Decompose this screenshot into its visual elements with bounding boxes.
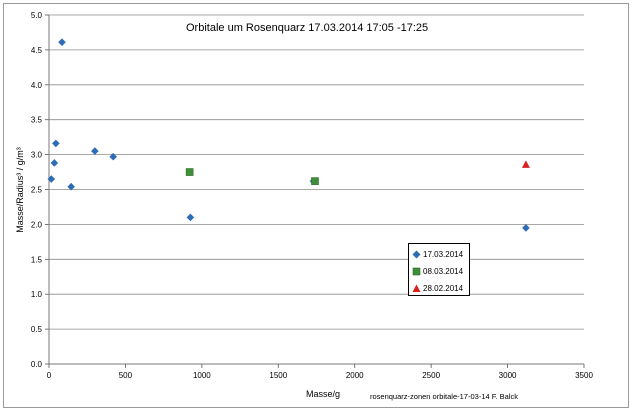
y-tick-label: 4.5 xyxy=(31,46,43,55)
x-tick-label: 2000 xyxy=(346,371,364,380)
square-marker-icon xyxy=(412,267,421,276)
data-point-diamond xyxy=(50,159,59,167)
x-tick-label: 1000 xyxy=(193,371,211,380)
y-tick-label: 5.0 xyxy=(31,11,43,20)
data-point-diamond xyxy=(67,182,75,191)
diamond-marker-icon xyxy=(412,250,421,259)
data-point-diamond xyxy=(47,175,56,183)
legend-item: 17.03.2014 xyxy=(412,246,466,263)
y-tick-label: 2.0 xyxy=(31,220,43,229)
chart-title: Orbitale um Rosenquarz 17.03.2014 17:05 … xyxy=(186,22,429,34)
footnote: rosenquarz-zonen orbitale-17-03-14 F. Ba… xyxy=(370,392,518,401)
chart-frame xyxy=(3,3,629,408)
data-point-diamond xyxy=(109,152,117,161)
y-tick-label: 2.5 xyxy=(31,186,43,195)
data-point-diamond xyxy=(91,147,99,155)
x-tick-label: 0 xyxy=(47,371,52,380)
data-point-triangle xyxy=(521,160,530,168)
legend-item: 08.03.2014 xyxy=(412,263,466,280)
data-point-diamond xyxy=(522,224,530,232)
data-point-diamond xyxy=(52,139,60,148)
x-tick-label: 500 xyxy=(119,371,133,380)
x-tick-label: 2500 xyxy=(422,371,440,380)
legend-label: 17.03.2014 xyxy=(423,250,464,259)
x-tick-label: 1500 xyxy=(269,371,287,380)
legend-label: 08.03.2014 xyxy=(423,267,464,276)
y-tick-label: 1.0 xyxy=(31,290,43,299)
y-tick-label: 4.0 xyxy=(31,81,43,90)
y-tick-label: 3.5 xyxy=(31,116,43,125)
triangle-marker-icon xyxy=(412,284,421,293)
data-point-diamond xyxy=(58,38,66,47)
y-tick-label: 0.0 xyxy=(31,360,43,369)
y-axis-label: Masse/Radius³ / g/m³ xyxy=(15,147,25,233)
legend-label: 28.02.2014 xyxy=(423,284,464,293)
legend: 17.03.2014 08.03.2014 28.02.2014 xyxy=(408,243,470,296)
data-point-diamond xyxy=(186,213,195,222)
data-point-square xyxy=(311,177,319,185)
x-tick-label: 3000 xyxy=(499,371,517,380)
y-tick-label: 1.5 xyxy=(31,255,43,264)
data-point-square xyxy=(185,168,194,176)
x-axis-label: Masse/g xyxy=(305,389,341,399)
legend-item: 28.02.2014 xyxy=(412,280,466,297)
x-tick-label: 3500 xyxy=(575,371,593,380)
y-tick-label: 3.0 xyxy=(31,151,43,160)
y-tick-label: 0.5 xyxy=(31,325,43,334)
